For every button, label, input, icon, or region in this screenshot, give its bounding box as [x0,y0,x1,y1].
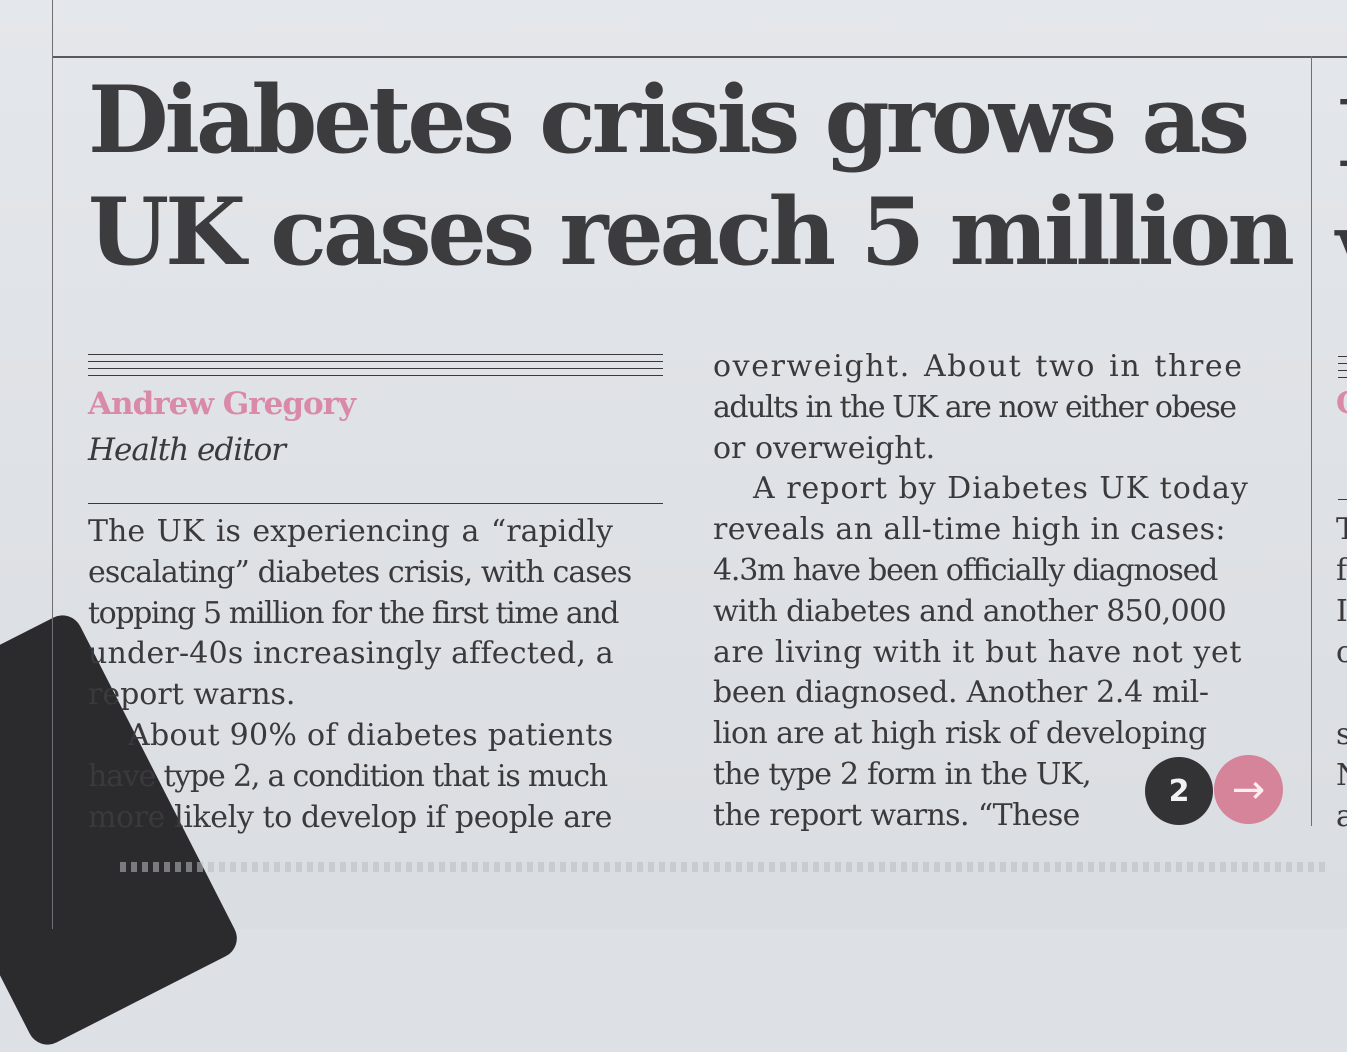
body-line: 4.3m have been officially diagnosed [713,552,1218,588]
body-line: A report by Diabetes UK today [753,471,1249,507]
next-column-rule [1338,356,1347,357]
body-line: About 90% of diabetes patients [128,717,614,753]
byline-rules [88,354,663,382]
next-column-rule [1338,363,1347,364]
body-line: topping 5 million for the first time and [88,595,619,631]
body-column-2: overweight. About two in three adults in… [713,347,1293,837]
byline-divider [88,503,663,504]
next-column-fragment: N [1336,758,1347,793]
next-column-fragment: c [1336,635,1347,670]
body-line: under-40s increasingly affected, a [88,636,614,672]
author-name: Andrew Gregory [88,386,356,422]
body-line: the report warns. “These [713,797,1080,833]
headline-line-2: UK cases reach 5 million [88,177,1295,286]
body-line: report warns. [88,677,296,713]
body-line: The UK is experiencing a “rapidly [88,514,614,549]
body-line: overweight. About two in three [713,349,1244,384]
body-line: have type 2, a condition that is much [88,758,608,794]
body-line: with diabetes and another 850,000 [713,593,1227,629]
newspaper-page [0,0,1347,929]
left-column-rule [52,0,53,929]
body-line: are living with it but have not yet [713,634,1242,670]
next-column-fragment: f [1336,553,1347,588]
arrow-right-icon: → [1214,755,1283,824]
next-column-rule [1338,370,1347,371]
next-column-fragment: T [1336,512,1347,547]
next-column-fragment: I [1336,80,1347,188]
next-column-rule [1338,499,1347,500]
body-column-1: The UK is experiencing a “rapidly escala… [88,512,668,838]
next-column-fragment: I [1336,594,1347,629]
headline-line-1: Diabetes crisis grows as [88,65,1250,174]
page-number-badge: 2 [1145,757,1213,825]
next-column-fragment: v [1336,192,1347,300]
next-column-rule [1338,377,1347,378]
next-column-fragment: a [1336,799,1347,834]
headline: Diabetes crisis grows as UK cases reach … [88,64,1298,288]
next-column-fragment: s [1336,717,1347,752]
body-line: escalating” diabetes crisis, with cases [88,554,632,590]
body-line: more likely to develop if people are [88,799,612,835]
body-line: reveals an all-time high in cases: [713,512,1226,548]
bottom-print-noise [120,862,1330,872]
author-role: Health editor [88,432,286,468]
body-line: or overweight. [713,430,936,466]
body-line: lion are at high risk of developing [713,716,1207,752]
body-line: the type 2 form in the UK, [713,756,1092,792]
body-line: been diagnosed. Another 2.4 mil- [713,675,1209,711]
right-column-rule [1311,56,1312,826]
next-column-fragment: C [1336,386,1347,421]
top-rule [52,56,1347,58]
body-line: adults in the UK are now either obese [713,389,1237,425]
